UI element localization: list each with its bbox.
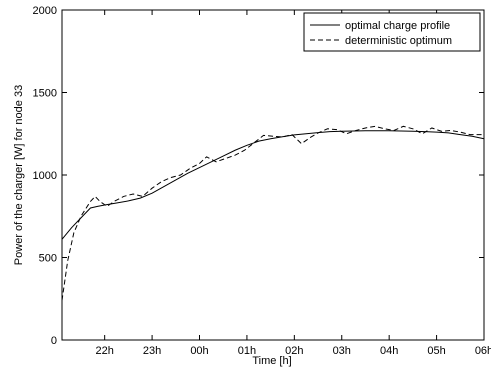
legend-box xyxy=(303,12,481,52)
x-tick-label: 05h xyxy=(427,345,445,357)
x-tick-label: 06h xyxy=(475,345,491,357)
y-tick-label: 0 xyxy=(51,335,57,347)
x-tick-label: 00h xyxy=(190,345,208,357)
x-tick-label: 01h xyxy=(238,345,256,357)
x-axis-label: Time [h] xyxy=(252,355,291,367)
y-tick-label: 500 xyxy=(39,253,57,265)
y-tick-label: 1000 xyxy=(33,170,57,182)
plot-area xyxy=(61,9,485,341)
y-tick-label: 2000 xyxy=(33,5,57,17)
legend-label: deterministic optimum xyxy=(345,35,452,47)
x-tick-label: 03h xyxy=(333,345,351,357)
y-axis-label: Power of the charger [W] for node 33 xyxy=(13,85,25,265)
legend-label: optimal charge profile xyxy=(345,20,450,32)
y-tick-label: 1500 xyxy=(33,88,57,100)
x-tick-label: 02h xyxy=(285,345,303,357)
optimal-charge-profile-line xyxy=(61,130,485,240)
x-tick-label: 22h xyxy=(95,345,113,357)
x-tick-label: 04h xyxy=(380,345,398,357)
x-tick-label: 23h xyxy=(143,345,161,357)
deterministic-optimum-line xyxy=(61,125,484,301)
